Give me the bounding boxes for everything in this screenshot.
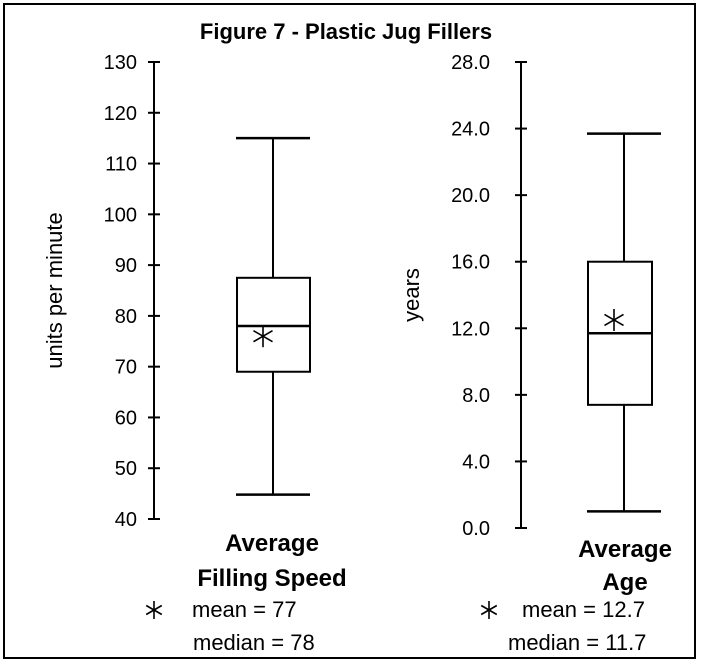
y-tick-label-speed: 120 <box>104 103 137 125</box>
median-text-age: median = 11.7 <box>508 630 646 655</box>
y-tick-label-age: 24.0 <box>451 119 490 141</box>
legend-mean-marker-speed <box>145 601 163 619</box>
y-tick-label-speed: 110 <box>105 154 137 176</box>
mean-text-age: mean = 12.7 <box>522 597 645 622</box>
category-label-speed: Filling Speed <box>197 565 346 592</box>
y-tick-label-speed: 130 <box>104 52 137 74</box>
y-tick-label-age: 8.0 <box>462 385 490 407</box>
category-label-age: Age <box>602 569 647 596</box>
mean-text-speed: mean = 77 <box>192 597 297 622</box>
category-label-age: Average <box>578 536 672 563</box>
y-tick-label-speed: 50 <box>115 458 137 480</box>
median-text-speed: median = 78 <box>193 630 315 655</box>
chart-frame <box>3 3 696 659</box>
y-tick-label-age: 12.0 <box>451 318 490 340</box>
chart-title: Figure 7 - Plastic Jug Fillers <box>200 19 492 44</box>
y-tick-label-speed: 40 <box>115 509 137 531</box>
mean-marker-speed <box>253 325 273 348</box>
y-tick-label-speed: 100 <box>104 204 137 226</box>
iqr-box-speed <box>236 276 311 373</box>
y-axis-label-age: years <box>399 268 424 322</box>
y-tick-label-speed: 90 <box>115 255 137 277</box>
y-tick-label-age: 4.0 <box>462 451 490 473</box>
y-tick-label-age: 16.0 <box>451 252 490 274</box>
y-tick-label-speed: 60 <box>115 407 137 429</box>
boxplot-age: 0.0 4.0 8.0 12.0 16.0 20.0 24.0 28.0 years Averag… <box>399 52 672 655</box>
y-tick-label-age: 20.0 <box>451 185 490 207</box>
mean-marker-age <box>604 308 624 331</box>
category-label-speed: Average <box>225 530 319 557</box>
y-tick-label-speed: 70 <box>115 357 137 379</box>
y-tick-label-age: 28.0 <box>451 52 490 74</box>
y-axis-label-speed: units per minute <box>42 212 67 369</box>
y-tick-label-age: 0.0 <box>462 518 490 540</box>
legend-mean-marker-age <box>480 601 498 619</box>
y-tick-label-speed: 80 <box>115 306 137 328</box>
boxplot-speed: 40 50 60 70 80 90 100 110 120 130 units per minute… <box>42 52 347 655</box>
